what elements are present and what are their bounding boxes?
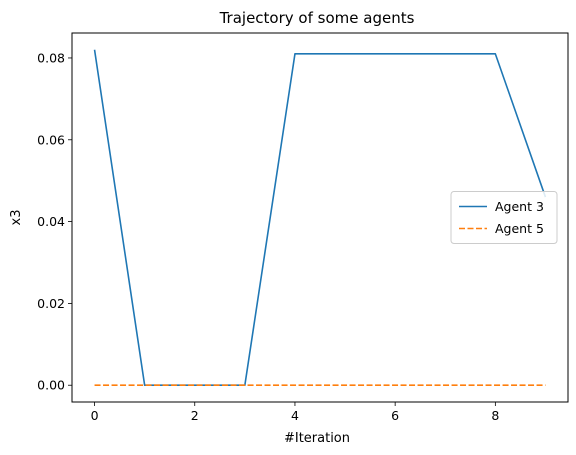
plot-area: 0 2 4 6 8 0.00 0.02 0.04 0.06 0.08 <box>37 32 569 423</box>
x-tick-label: 2 <box>191 408 199 423</box>
x-tick-label: 6 <box>391 408 399 423</box>
chart-title: Trajectory of some agents <box>219 9 415 27</box>
axes-frame <box>71 32 569 403</box>
legend: Agent 3 Agent 5 <box>450 191 558 244</box>
x-tick-label: 8 <box>491 408 499 423</box>
x-axis-label: #Iteration <box>284 431 350 446</box>
x-axis-ticks: 0 2 4 6 8 <box>91 402 499 423</box>
legend-label-1: Agent 3 <box>495 199 544 214</box>
legend-label-2: Agent 5 <box>495 221 544 236</box>
y-axis-ticks: 0.00 0.02 0.04 0.06 0.08 <box>37 50 72 393</box>
x-tick-label: 4 <box>291 408 299 423</box>
y-tick-label: 0.08 <box>37 50 65 65</box>
y-tick-label: 0.02 <box>37 296 65 311</box>
y-tick-label: 0.06 <box>37 132 65 147</box>
y-tick-label: 0.04 <box>37 214 65 229</box>
y-tick-label: 0.00 <box>37 378 65 393</box>
legend-box <box>450 191 558 244</box>
y-axis-label: x3 <box>9 210 24 226</box>
x-tick-label: 0 <box>91 408 99 423</box>
series-line-1 <box>93 49 547 387</box>
